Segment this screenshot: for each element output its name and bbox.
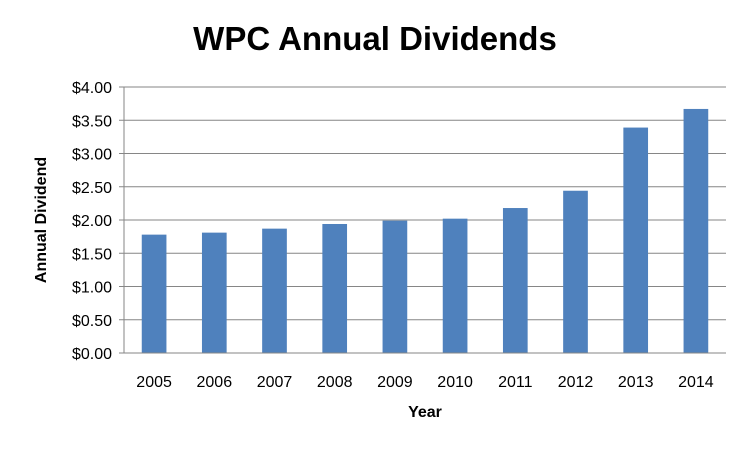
x-tick-label: 2005 [136, 374, 172, 391]
y-tick-label: $3.00 [72, 147, 112, 164]
y-tick-label: $2.50 [72, 180, 112, 197]
bar-2013 [623, 127, 649, 353]
bar-2011 [502, 208, 528, 353]
bar-2005 [141, 234, 167, 353]
bar-2014 [683, 108, 709, 353]
chart-title: WPC Annual Dividends [193, 20, 557, 57]
y-tick-label: $1.50 [72, 246, 112, 263]
y-tick-label: $3.50 [72, 113, 112, 130]
y-tick-label: $0.50 [72, 313, 112, 330]
y-axis-title: Annual Dividend [33, 157, 50, 283]
x-tick-labels: 2005 2006 2007 2008 2009 2010 2011 2012 2013 2014 [136, 374, 713, 391]
x-tick-label: 2013 [618, 374, 654, 391]
x-tick-label: 2014 [678, 374, 714, 391]
x-tick-label: 2011 [498, 374, 533, 391]
y-tick-label: $1.00 [72, 280, 112, 297]
bar-2010 [442, 218, 468, 353]
y-tick-label: $0.00 [72, 346, 112, 363]
y-tick-labels: $0.00 $0.50 $1.00 $1.50 $2.00 $2.50 $3.00 $3.50… [72, 80, 112, 363]
x-axis-title: Year [408, 404, 442, 421]
x-tick-label: 2010 [437, 374, 473, 391]
x-tick-label: 2008 [317, 374, 353, 391]
bar-2009 [382, 220, 408, 353]
x-tick-label: 2007 [257, 374, 293, 391]
bar-2006 [201, 232, 227, 353]
x-tick-label: 2012 [558, 374, 594, 391]
bar-2012 [563, 190, 588, 353]
x-tick-label: 2009 [377, 374, 413, 391]
y-tick-label: $2.00 [72, 213, 112, 230]
bars [141, 108, 709, 353]
bar-2007 [262, 228, 287, 353]
y-tick-label: $4.00 [72, 80, 112, 97]
bar-2008 [322, 223, 348, 353]
x-tick-label: 2006 [197, 374, 233, 391]
